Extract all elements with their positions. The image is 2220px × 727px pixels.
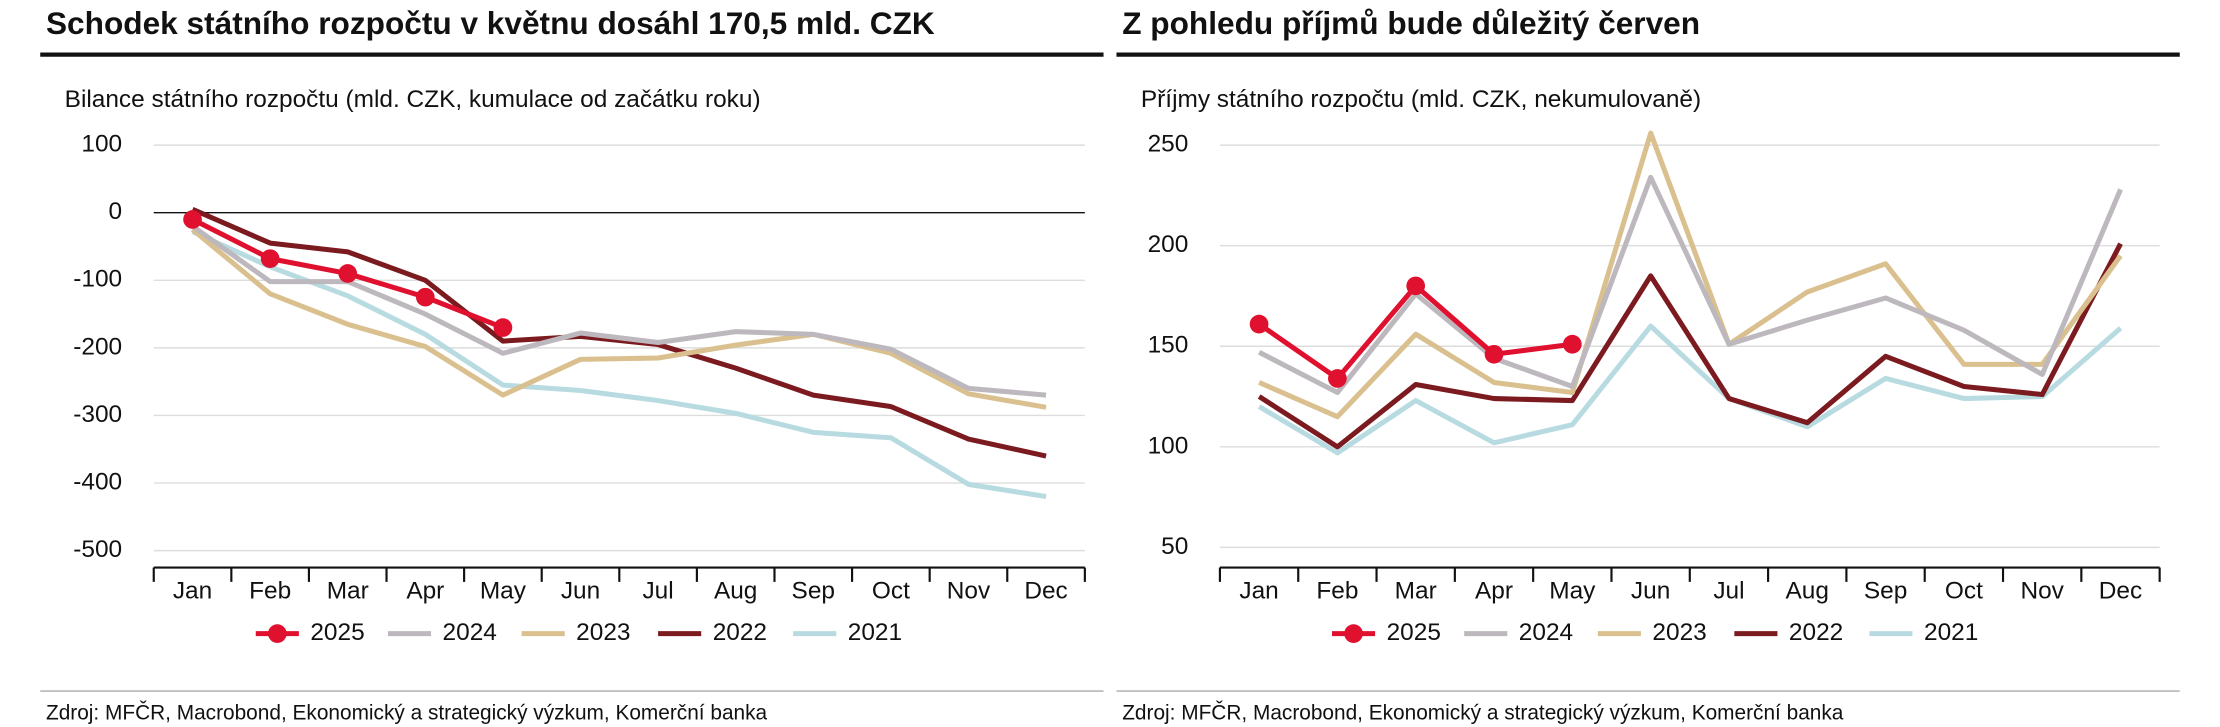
x-tick-label: Jan xyxy=(1239,577,1278,604)
series-line xyxy=(1257,323,2123,456)
data-point xyxy=(1406,276,1426,296)
x-tick-label: Jun xyxy=(1631,577,1670,604)
y-tick-label: -100 xyxy=(73,266,122,293)
legend-label: 2022 xyxy=(713,619,767,646)
series-line xyxy=(1257,242,2123,450)
x-tick-label: Jul xyxy=(642,577,673,604)
y-tick-label: 200 xyxy=(1148,231,1189,258)
y-tick-label: -400 xyxy=(73,468,122,495)
y-tick-label: 100 xyxy=(81,131,122,158)
legend-label: 2021 xyxy=(848,619,902,646)
legend-label: 2021 xyxy=(1924,619,1978,646)
subtitle: Příjmy státního rozpočtu (mld. CZK, neku… xyxy=(1141,86,1701,113)
x-tick-label: Mar xyxy=(327,577,369,604)
data-point xyxy=(1328,369,1347,388)
legend-marker xyxy=(267,624,287,643)
y-tick-label: 250 xyxy=(1148,131,1189,158)
x-tick-label: May xyxy=(480,577,527,604)
source: Zdroj: MFČR, Macrobond, Ekonomický a str… xyxy=(1122,702,1844,725)
x-tick-label: Jan xyxy=(173,577,212,604)
y-tick-label: -300 xyxy=(73,401,122,428)
source: Zdroj: MFČR, Macrobond, Ekonomický a str… xyxy=(46,702,768,725)
y-tick-label: 100 xyxy=(1148,432,1189,459)
chart-title: Schodek státního rozpočtu v květnu dosáh… xyxy=(46,5,935,41)
series-line xyxy=(190,227,1047,410)
data-point xyxy=(1484,344,1504,364)
series-line xyxy=(191,207,1047,459)
y-tick-label: -500 xyxy=(73,536,122,563)
data-point xyxy=(1562,334,1582,354)
legend-label: 2023 xyxy=(576,619,630,646)
y-tick-label: 50 xyxy=(1161,533,1188,560)
x-tick-label: Aug xyxy=(714,577,757,604)
x-tick-label: Nov xyxy=(2020,577,2064,604)
x-tick-label: Dec xyxy=(2099,577,2142,604)
x-tick-label: May xyxy=(1549,577,1596,604)
legend-label: 2023 xyxy=(1652,619,1706,646)
data-point xyxy=(183,210,202,229)
data-point xyxy=(338,264,358,283)
x-tick-label: Jun xyxy=(561,577,600,604)
x-tick-label: Feb xyxy=(249,577,291,604)
series-line xyxy=(1258,174,2123,396)
x-tick-label: Nov xyxy=(947,577,991,604)
legend-label: 2022 xyxy=(1789,619,1843,646)
x-tick-label: Aug xyxy=(1786,577,1829,604)
legend-label: 2024 xyxy=(443,619,497,646)
x-tick-label: Apr xyxy=(406,577,444,604)
subtitle: Bilance státního rozpočtu (mld. CZK, kum… xyxy=(65,86,761,113)
legend-label: 2024 xyxy=(1519,619,1573,646)
x-tick-label: Feb xyxy=(1316,577,1358,604)
legend-marker xyxy=(1344,624,1363,643)
series-line xyxy=(191,229,1047,500)
y-tick-label: -200 xyxy=(73,333,122,360)
data-point xyxy=(493,318,513,337)
x-tick-label: Mar xyxy=(1395,577,1437,604)
chart-title: Z pohledu příjmů bude důležitý červen xyxy=(1122,5,1700,41)
x-tick-label: Apr xyxy=(1475,577,1513,604)
data-point xyxy=(415,287,435,307)
x-tick-label: Oct xyxy=(872,577,910,604)
data-point xyxy=(260,249,280,268)
series-line xyxy=(191,224,1047,398)
x-tick-label: Dec xyxy=(1024,577,1067,604)
x-tick-label: Sep xyxy=(1864,577,1907,604)
x-tick-label: Jul xyxy=(1713,577,1744,604)
x-tick-label: Sep xyxy=(792,577,835,604)
x-tick-label: Oct xyxy=(1945,577,1983,604)
series-line xyxy=(1258,130,2123,420)
y-tick-label: 150 xyxy=(1148,332,1189,359)
legend-label: 2025 xyxy=(1387,619,1441,646)
legend-label: 2025 xyxy=(310,619,364,646)
y-tick-label: 0 xyxy=(109,198,123,225)
data-point xyxy=(1249,314,1269,334)
